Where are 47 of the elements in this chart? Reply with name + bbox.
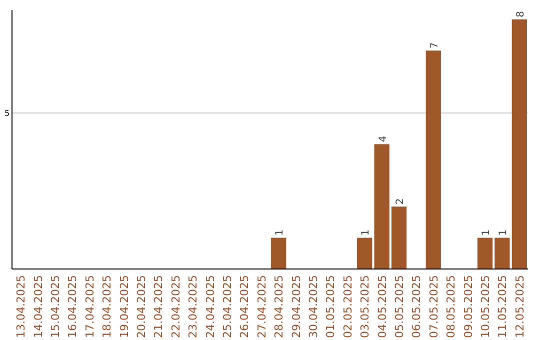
data-label: 4: [378, 136, 389, 142]
data-label: 7: [429, 42, 440, 49]
bar: [512, 19, 527, 269]
x-tick-label: 21.04.2025: [152, 275, 166, 338]
x-tick-label: 22.04.2025: [169, 275, 182, 338]
x-tick-label: 14.04.2025: [32, 275, 45, 338]
ref-line-label: 5: [4, 108, 10, 118]
bar: [426, 50, 441, 269]
x-tick-label: 05.05.2025: [393, 275, 406, 338]
x-tick-label: 11.05.2025: [496, 275, 510, 338]
bar: [271, 238, 286, 269]
x-tick-label: 19.04.2025: [118, 275, 131, 338]
x-tick-label: 04.05.2025: [376, 275, 389, 338]
x-tick-label: 17.04.2025: [83, 275, 96, 338]
bar: [357, 238, 372, 269]
x-tick-label: 10.05.2025: [479, 275, 492, 338]
data-label: 1: [481, 229, 492, 236]
x-tick-label: 23.04.2025: [186, 275, 200, 338]
x-tick-label: 09.05.2025: [462, 275, 475, 338]
x-tick-label: 03.05.2025: [358, 275, 372, 338]
x-tick-label: 02.05.2025: [341, 275, 354, 338]
x-tick-label: 08.05.2025: [444, 275, 458, 338]
bar: [374, 144, 390, 269]
x-tick-label: 06.05.2025: [410, 275, 424, 338]
x-tick-label: 18.04.2025: [100, 275, 114, 338]
x-tick-label: 16.04.2025: [66, 275, 80, 338]
x-tick-label: 01.05.2025: [324, 275, 338, 338]
x-tick-label: 25.04.2025: [221, 275, 234, 338]
x-tick-label: 24.04.2025: [204, 275, 217, 338]
x-tick-label: 15.04.2025: [49, 275, 62, 338]
bar: [391, 206, 407, 269]
x-tick-label: 20.04.2025: [135, 275, 148, 338]
data-label: 2: [395, 198, 406, 205]
x-tick-label: 13.04.2025: [14, 275, 28, 338]
x-tick-label: 26.04.2025: [238, 275, 252, 338]
x-tick-label: 12.05.2025: [513, 275, 526, 338]
data-label: 1: [498, 229, 510, 236]
bar: [477, 238, 493, 269]
data-label: 1: [360, 229, 372, 236]
x-tick-label: 30.04.2025: [307, 275, 320, 338]
x-tick-label: 27.04.2025: [255, 275, 268, 338]
bar: [494, 238, 510, 269]
data-label: 1: [274, 229, 286, 236]
data-label: 8: [515, 10, 526, 18]
x-tick-label: 07.05.2025: [427, 275, 440, 338]
x-tick-label: 29.04.2025: [290, 275, 303, 338]
x-tick-label: 28.04.2025: [272, 275, 286, 338]
